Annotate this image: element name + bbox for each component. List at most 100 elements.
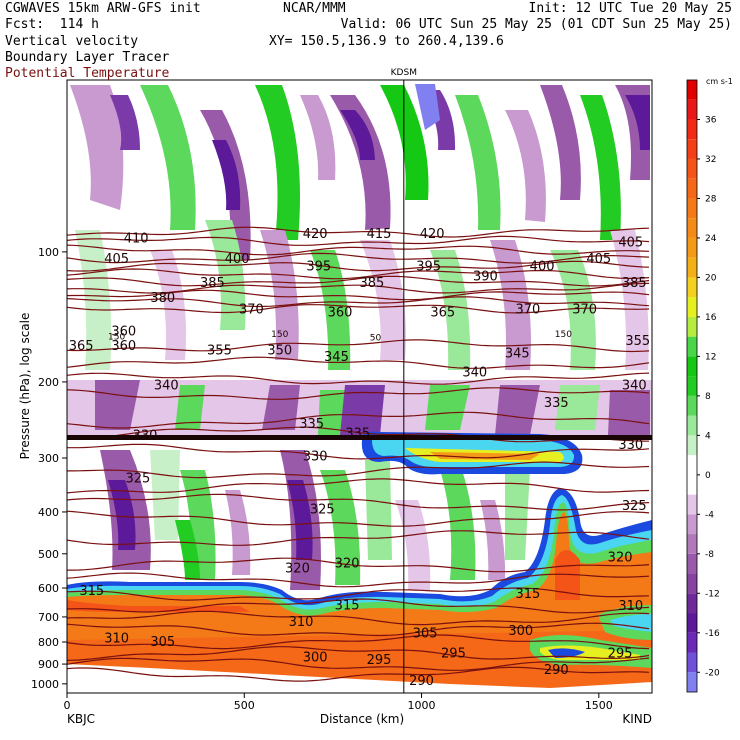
- isentrope: [67, 622, 650, 637]
- y-tick-label: 900: [38, 658, 59, 671]
- isentrope-label: 345: [324, 350, 349, 365]
- isentrope-label: 395: [306, 259, 331, 274]
- isentrope-label: 340: [462, 365, 487, 380]
- isentrope: [67, 598, 650, 614]
- colorbar-swatch: [687, 593, 697, 614]
- isentrope: [67, 304, 650, 314]
- isentrope: [67, 387, 650, 400]
- isentrope-label: 385: [622, 276, 647, 291]
- isentrope-label: 370: [515, 303, 540, 318]
- y-tick-label: 500: [38, 548, 59, 561]
- streak: [110, 95, 140, 150]
- isentrope: [67, 493, 650, 511]
- tracer-low-blue: [548, 648, 585, 658]
- colorbar-label: 12: [705, 352, 716, 362]
- isentrope-label: 150: [271, 330, 288, 340]
- colorbar-swatch: [687, 573, 697, 594]
- streak: [480, 500, 506, 580]
- isentrope-label: 325: [310, 503, 335, 518]
- streak: [300, 95, 336, 180]
- colorbar-swatch: [687, 672, 697, 692]
- isentrope-label: 330: [303, 450, 328, 465]
- right-endpoint-label: KIND: [622, 712, 652, 726]
- colorbar-swatch: [687, 415, 697, 436]
- isentrope: [67, 296, 650, 308]
- isentrope: [67, 244, 650, 256]
- isentrope-label: 310: [289, 615, 314, 630]
- isentrope-label: 355: [207, 343, 232, 358]
- terrain: [67, 664, 652, 693]
- isentrope-label: 400: [225, 252, 250, 267]
- isentrope-label: 325: [622, 499, 647, 514]
- isentrope-label: 360: [328, 305, 353, 320]
- streak: [505, 110, 546, 222]
- band-streak: [608, 390, 650, 435]
- colorbar-swatch: [687, 297, 697, 317]
- y-tick-label: 800: [38, 636, 59, 649]
- isentrope: [67, 411, 650, 429]
- colorbar-swatch: [687, 198, 697, 219]
- colorbar-label: -20: [705, 668, 720, 678]
- isentrope-label: 345: [505, 347, 530, 362]
- streak: [225, 490, 251, 575]
- colorbar-swatch: [687, 316, 697, 337]
- isentrope-label: 340: [622, 379, 647, 394]
- colorbar-swatch: [687, 257, 697, 278]
- colorbar-label: 24: [705, 234, 717, 244]
- streak: [150, 450, 180, 540]
- streak: [212, 140, 241, 210]
- isentrope-label: 305: [413, 627, 438, 642]
- isentrope-label: 315: [79, 584, 104, 599]
- y-tick-label: 200: [38, 376, 59, 389]
- band-streak: [340, 385, 385, 435]
- isentrope-label: 340: [154, 379, 179, 394]
- isentrope-label: 300: [303, 651, 328, 666]
- tropopause-line: [67, 435, 652, 440]
- colorbar-swatch: [687, 494, 697, 515]
- band-streak: [425, 385, 470, 430]
- isentrope: [67, 339, 650, 353]
- cross-section-endpoints: XY= 150.5,136.9 to 260.4,139.6: [269, 34, 504, 49]
- isentrope: [67, 572, 650, 588]
- colorbar-swatch: [687, 553, 697, 574]
- streak: [310, 250, 351, 370]
- colorbar-swatch: [687, 80, 697, 100]
- colorbar-label: -12: [705, 589, 720, 599]
- y-tick-label: 300: [38, 452, 59, 465]
- isentrope: [67, 657, 650, 671]
- streak: [330, 95, 391, 230]
- colorbar-label: 32: [705, 155, 716, 165]
- streak: [540, 85, 581, 200]
- colorbar-swatch: [687, 158, 697, 179]
- station-marker-label: KDSM: [391, 68, 417, 78]
- isentrope-label: 420: [303, 227, 328, 242]
- colorbar-swatch: [687, 178, 697, 199]
- colorbar-swatch: [687, 218, 697, 238]
- colorbar-label: 36: [705, 115, 717, 125]
- colorbar-swatch: [687, 336, 697, 357]
- colorbar-swatch: [687, 395, 697, 416]
- isentrope: [67, 252, 650, 264]
- isentrope-label: 300: [508, 624, 533, 639]
- isentrope-label: 370: [572, 303, 597, 318]
- y-axis: 100 200 300 400 500 600 700 800 900 1000: [31, 246, 67, 691]
- colorbar-label: 8: [705, 392, 711, 402]
- colorbar-swatch: [687, 613, 697, 633]
- isentrope: [67, 235, 650, 246]
- isentrope-label: 355: [625, 334, 650, 349]
- streak: [430, 250, 471, 370]
- isentrope-label: 395: [416, 259, 441, 274]
- colorbar-label: -8: [705, 550, 714, 560]
- isentrope: [67, 289, 650, 301]
- isentrope-label: 335: [544, 396, 569, 411]
- y-tick-label: 600: [38, 582, 59, 595]
- x-tick-label: 1000: [408, 699, 436, 712]
- streak: [455, 95, 501, 230]
- isentrope: [67, 443, 650, 460]
- tropopause-band: [67, 380, 652, 435]
- isentrope-label: 320: [285, 561, 310, 576]
- isentrope-label: 320: [335, 556, 360, 571]
- colorbar-swatch: [687, 356, 697, 377]
- streak: [505, 470, 530, 560]
- band-streak: [318, 390, 345, 435]
